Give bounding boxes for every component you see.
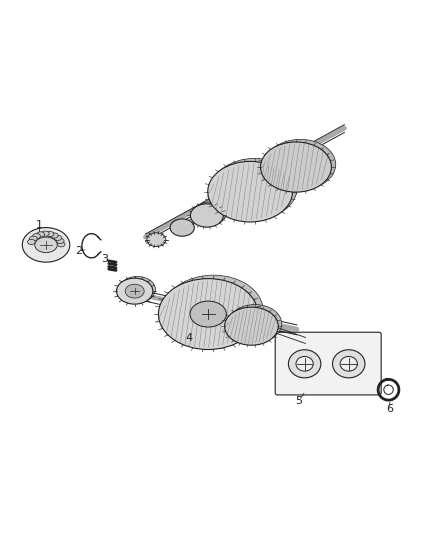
Text: 5: 5 xyxy=(296,395,303,406)
Ellipse shape xyxy=(125,284,144,298)
Ellipse shape xyxy=(33,233,40,239)
Ellipse shape xyxy=(56,238,64,244)
Ellipse shape xyxy=(54,235,62,240)
Ellipse shape xyxy=(22,228,70,262)
Ellipse shape xyxy=(57,242,65,247)
Text: 4: 4 xyxy=(185,333,192,343)
FancyBboxPatch shape xyxy=(275,332,381,395)
Ellipse shape xyxy=(225,307,278,345)
Ellipse shape xyxy=(170,219,194,236)
Ellipse shape xyxy=(190,301,226,327)
Ellipse shape xyxy=(50,233,58,238)
Ellipse shape xyxy=(340,357,357,371)
Text: 3: 3 xyxy=(101,254,108,264)
Ellipse shape xyxy=(35,237,57,253)
Ellipse shape xyxy=(296,357,313,371)
Ellipse shape xyxy=(46,231,54,237)
Ellipse shape xyxy=(164,275,263,346)
Ellipse shape xyxy=(288,350,321,378)
Ellipse shape xyxy=(29,236,37,241)
Ellipse shape xyxy=(208,161,293,222)
Ellipse shape xyxy=(41,231,49,236)
Ellipse shape xyxy=(193,202,226,225)
Ellipse shape xyxy=(119,277,155,302)
Ellipse shape xyxy=(159,279,258,350)
Ellipse shape xyxy=(147,233,166,247)
Text: 6: 6 xyxy=(386,404,393,414)
Ellipse shape xyxy=(228,304,282,343)
Text: 1: 1 xyxy=(36,221,43,230)
Ellipse shape xyxy=(265,139,336,190)
Ellipse shape xyxy=(212,158,297,219)
Ellipse shape xyxy=(37,232,45,237)
Ellipse shape xyxy=(332,350,365,378)
Text: 2: 2 xyxy=(75,246,82,256)
Ellipse shape xyxy=(261,142,332,192)
Ellipse shape xyxy=(28,239,35,245)
Ellipse shape xyxy=(191,204,223,227)
Ellipse shape xyxy=(117,278,153,304)
